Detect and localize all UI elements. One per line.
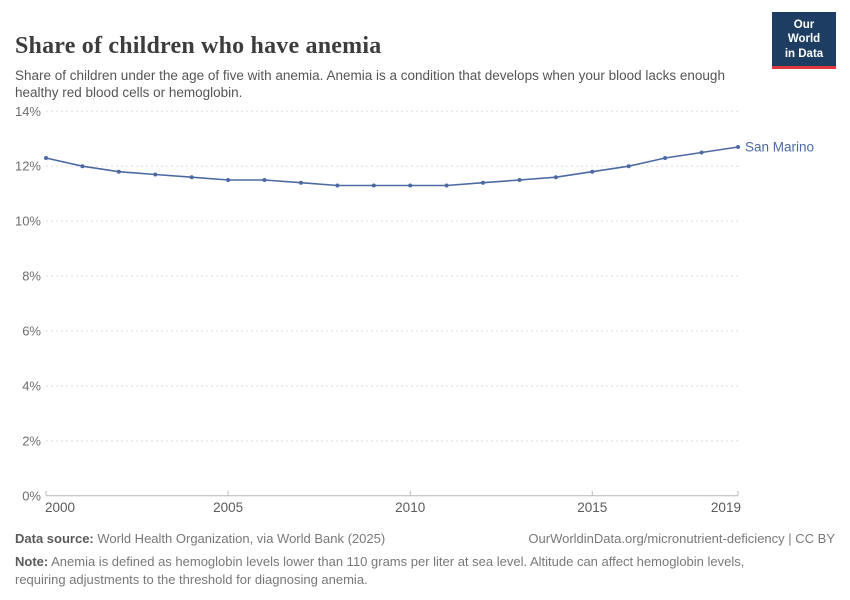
y-axis-tick-label: 6% — [22, 324, 41, 339]
data-point[interactable] — [517, 178, 522, 182]
owid-logo-line2: in Data — [784, 47, 824, 60]
license-link[interactable]: OurWorldinData.org/micronutrient-deficie… — [528, 531, 835, 546]
data-point[interactable] — [226, 178, 231, 182]
owid-logo-line1: Our World — [787, 19, 821, 46]
data-point[interactable] — [153, 172, 158, 177]
x-axis-tick-label: 2000 — [45, 500, 75, 515]
data-point[interactable] — [626, 164, 631, 169]
data-point[interactable] — [590, 169, 595, 174]
y-axis-tick-label: 14% — [15, 104, 41, 119]
y-axis-tick-label: 10% — [15, 214, 41, 229]
data-point[interactable] — [408, 183, 413, 188]
chart-footer: Data source: World Health Organization, … — [15, 531, 835, 589]
data-point[interactable] — [189, 175, 194, 180]
data-point[interactable] — [44, 156, 48, 160]
data-point[interactable] — [553, 175, 558, 180]
y-axis-tick-label: 2% — [22, 433, 41, 448]
data-point[interactable] — [298, 180, 303, 185]
data-source-text: World Health Organization, via World Ban… — [93, 531, 386, 546]
data-point[interactable] — [444, 183, 449, 188]
x-axis-tick-label: 2019 — [711, 500, 741, 515]
chart-note: Note: Anemia is defined as hemoglobin le… — [15, 553, 760, 589]
x-axis-tick-label: 2010 — [395, 500, 425, 515]
series-label[interactable]: San Marino — [745, 140, 814, 155]
data-point[interactable] — [335, 183, 340, 188]
data-point[interactable] — [481, 180, 485, 185]
chart-subtitle: Share of children under the age of five … — [15, 67, 725, 101]
y-axis-tick-label: 12% — [15, 159, 41, 174]
owid-logo[interactable]: Our World in Data — [772, 12, 836, 70]
y-axis-tick-label: 4% — [22, 378, 41, 393]
note-label: Note: — [15, 554, 49, 569]
x-axis-tick-label: 2005 — [213, 500, 243, 515]
data-point[interactable] — [736, 145, 740, 149]
data-point[interactable] — [699, 150, 704, 155]
data-point[interactable] — [262, 178, 267, 182]
data-point[interactable] — [663, 156, 668, 160]
y-axis-tick-label: 8% — [22, 269, 41, 284]
data-point[interactable] — [371, 183, 376, 188]
note-text: Anemia is defined as hemoglobin levels l… — [15, 554, 745, 588]
data-point[interactable] — [80, 164, 85, 169]
data-source-label: Data source: — [15, 531, 94, 546]
series-line[interactable] — [45, 146, 739, 187]
data-source: Data source: World Health Organization, … — [15, 531, 385, 546]
x-axis-tick-label: 2015 — [577, 500, 607, 515]
y-axis-tick-label: 0% — [22, 488, 41, 503]
data-point[interactable] — [116, 169, 121, 174]
chart-title: Share of children who have anemia — [15, 33, 382, 60]
